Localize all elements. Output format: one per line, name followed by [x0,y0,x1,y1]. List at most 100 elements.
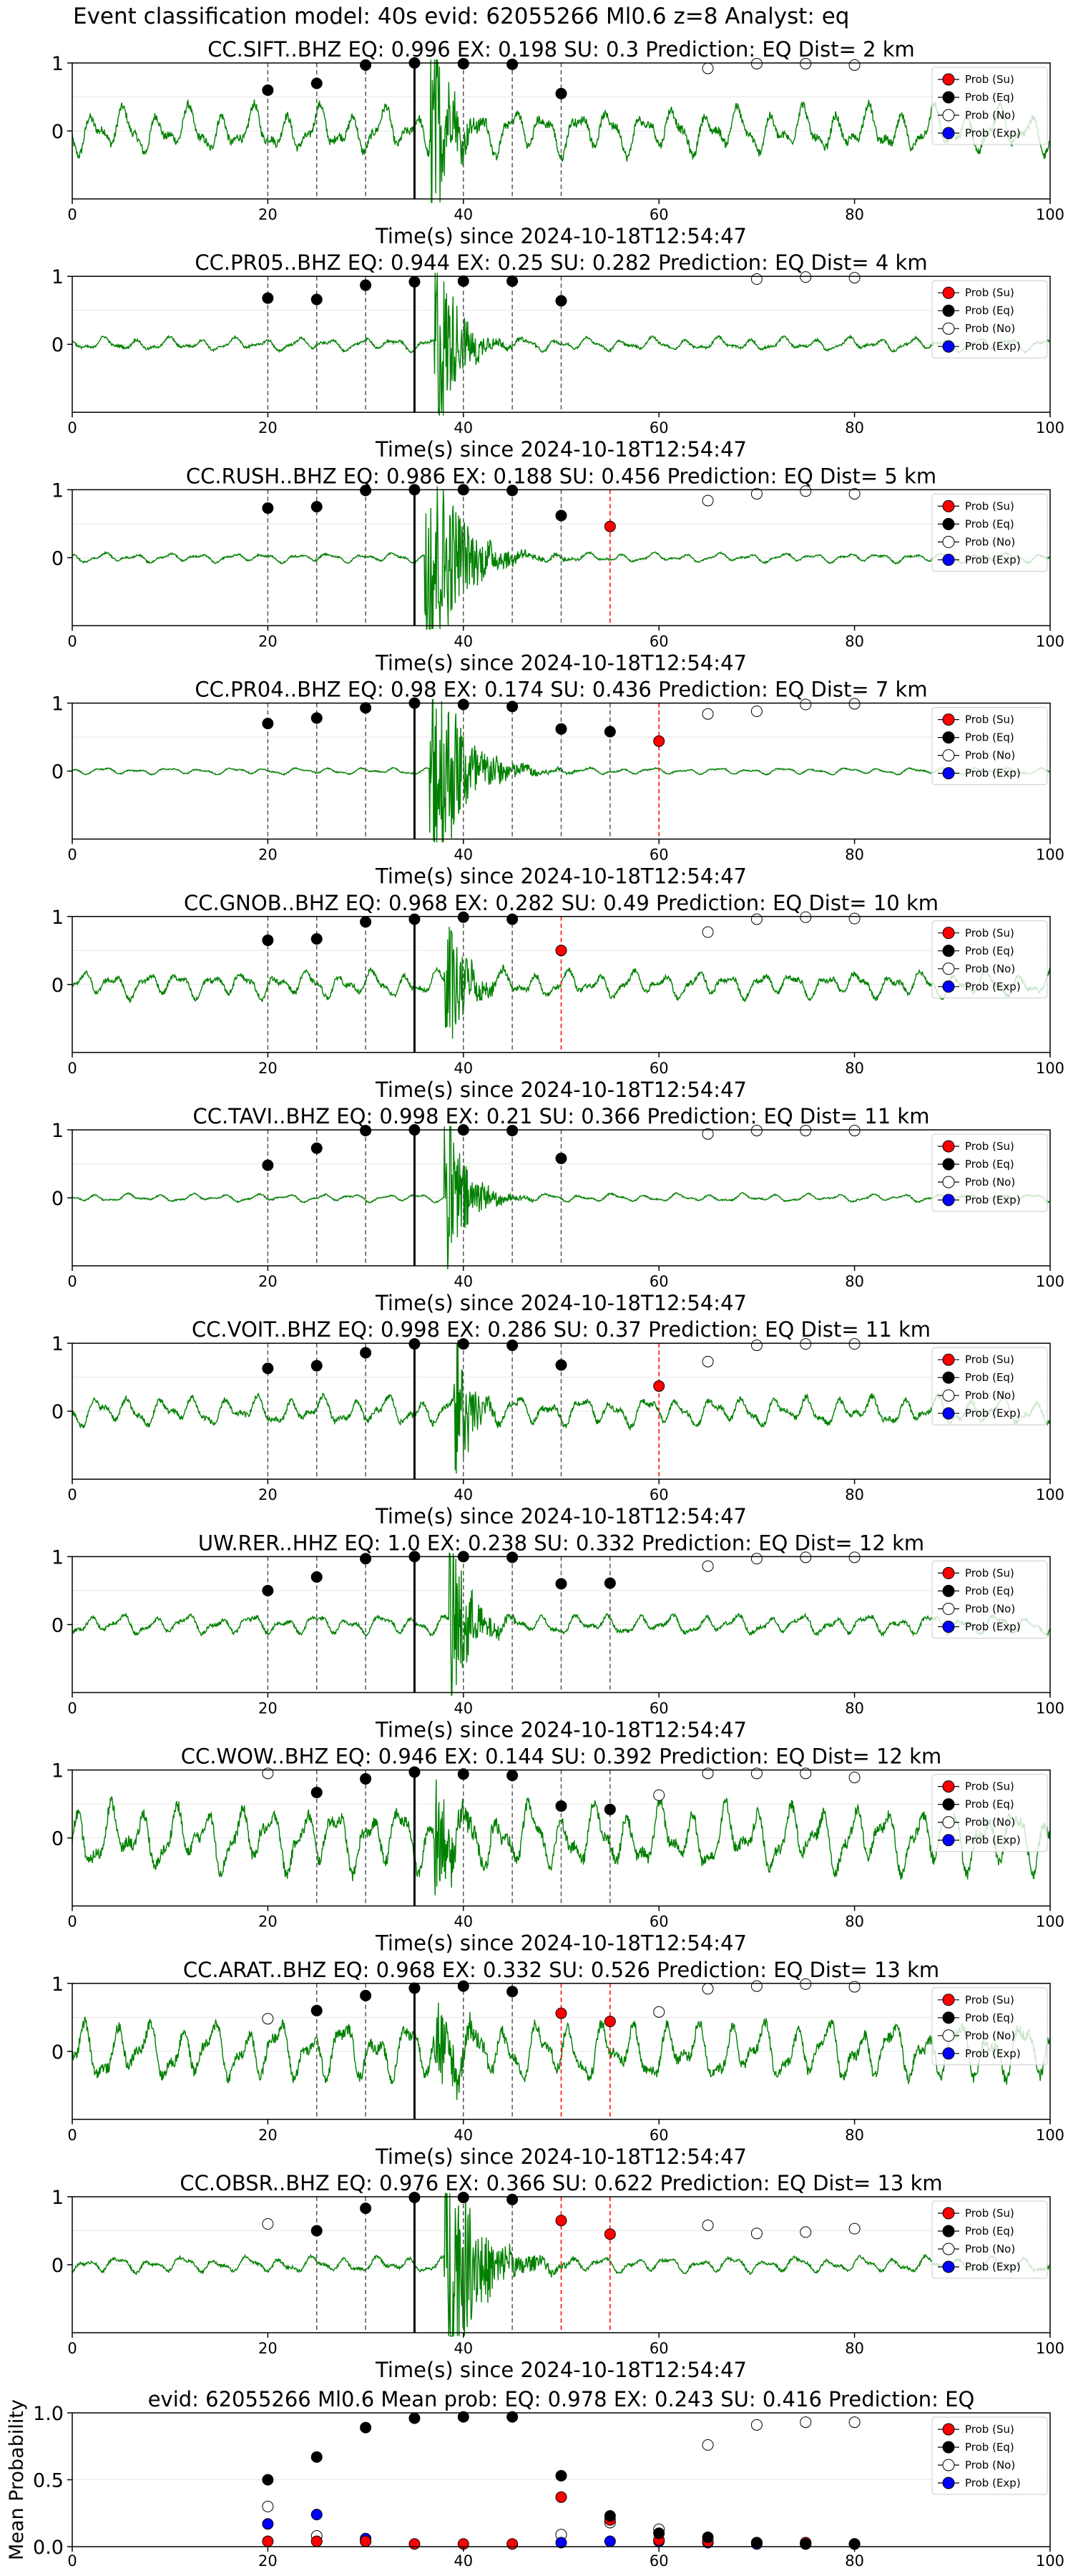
legend-marker-no [942,962,955,975]
legend-marker-exp [942,767,955,780]
legend-marker-su [942,1353,955,1366]
legend-marker-exp [942,1620,955,1633]
x-tick-label: 40 [454,1699,473,1717]
x-tick-label: 0 [67,1273,77,1290]
legend-box [931,1987,1048,2066]
no-prob-point [750,913,763,925]
legend-marker-eq [942,304,955,317]
x-tick-label: 100 [1036,1913,1064,1931]
legend-marker-exp [942,127,955,140]
eq-prob-point [262,718,274,730]
no-prob-point [800,1551,812,1563]
no-prob-point [702,1983,714,1995]
x-tick-label: 0 [67,847,77,864]
legend-marker-exp [942,553,955,566]
no-prob-point [750,1124,763,1136]
legend-label-eq: Prob (Eq) [965,2441,1014,2454]
x-tick-label: 40 [454,1060,473,1077]
no-prob-point [262,1767,274,1780]
no-prob-point [750,1980,763,1992]
subplot-title: CC.TAVI..BHZ EQ: 0.998 EX: 0.21 SU: 0.36… [193,1104,930,1128]
legend-marker-eq [942,2011,955,2024]
x-tick-label: 80 [845,419,864,436]
eq-prob-point [360,1124,372,1136]
no-prob-point [848,1124,861,1136]
y-tick-label: 1 [52,479,64,502]
legend-marker-su [942,1780,955,1793]
eq-prob-point [457,1338,469,1350]
seismogram-trace [72,1340,1051,1474]
eq-prob-point [408,1982,421,1994]
legend-marker-eq [942,2225,955,2238]
mean-exp-point [310,2509,323,2521]
x-tick-label: 80 [845,2552,864,2570]
no-prob-point [800,2226,812,2238]
eq-prob-point [555,1152,567,1164]
x-tick-label: 0 [67,1486,77,1503]
legend-label-exp: Prob (Exp) [965,127,1021,140]
no-prob-point [702,1128,714,1140]
no-prob-point [702,926,714,938]
x-tick-label: 0 [67,2340,77,2357]
y-tick-label: 1 [52,1974,64,1996]
legend-label-exp: Prob (Exp) [965,340,1021,353]
eq-prob-point [555,295,567,307]
eq-prob-point [604,1803,616,1815]
legend-box [931,1774,1048,1853]
x-tick-label: 0 [67,633,77,650]
x-tick-label: 20 [258,847,278,864]
eq-prob-point [310,2004,323,2016]
legend-label-exp: Prob (Exp) [965,980,1021,993]
mean-probability-panel: evid: 62055266 Ml0.6 Mean prob: EQ: 0.97… [6,2387,1064,2570]
y-tick-label: 1 [52,1546,64,1568]
x-tick-label: 60 [650,1273,669,1290]
no-prob-point [848,1338,861,1350]
legend-label-exp: Prob (Exp) [965,1834,1021,1847]
mean-eq-point [653,2527,665,2540]
y-tick-label: 0 [52,547,64,570]
legend-label-su: Prob (Su) [965,2423,1014,2436]
x-tick-label: 20 [258,1699,278,1717]
eq-prob-point [310,1360,323,1372]
x-tick-label: 60 [650,1486,669,1503]
waveform-panel: CC.VOIT..BHZ EQ: 0.998 EX: 0.286 SU: 0.3… [52,1317,1064,1528]
su-prob-point [604,2228,616,2240]
legend-label-eq: Prob (Eq) [965,1371,1014,1384]
legend-label-exp: Prob (Exp) [965,2477,1021,2489]
legend-label-no: Prob (No) [965,749,1015,762]
y-tick-label: 0 [52,761,64,784]
no-prob-point [702,62,714,74]
x-tick-label: 80 [845,1699,864,1717]
x-tick-label: 40 [454,2340,473,2357]
legend-marker-eq [942,1798,955,1811]
x-tick-label: 0 [67,2127,77,2144]
no-prob-point [800,698,812,711]
mean-no-point [848,2416,861,2429]
eq-prob-point [262,1362,274,1375]
eq-prob-point [360,1772,372,1785]
eq-prob-point [310,933,323,945]
legend-marker-su [942,1566,955,1579]
no-prob-point [848,698,861,710]
waveform-panel: CC.SIFT..BHZ EQ: 0.996 EX: 0.198 SU: 0.3… [52,37,1064,248]
legend-marker-eq [942,517,955,530]
no-prob-point [848,1772,861,1784]
x-tick-label: 100 [1036,2340,1064,2357]
x-axis-label: Time(s) since 2024-10-18T12:54:47 [375,224,747,248]
waveform-panel: CC.WOW..BHZ EQ: 0.946 EX: 0.144 SU: 0.39… [52,1745,1064,1956]
y-tick-label: 0 [52,2041,64,2064]
x-tick-label: 100 [1036,1699,1064,1717]
legend-label-exp: Prob (Exp) [965,767,1021,780]
x-axis-label: Time(s) since 2024-10-18T12:54:47 [375,2358,747,2382]
eq-prob-point [310,77,323,89]
subplot-title: CC.ARAT..BHZ EQ: 0.968 EX: 0.332 SU: 0.5… [183,1958,939,1982]
mean-su-point [360,2535,372,2547]
legend-marker-no [942,2459,955,2472]
x-tick-label: 40 [454,1913,473,1931]
x-tick-label: 100 [1036,1060,1064,1077]
legend-marker-no [942,1176,955,1189]
legend-label-exp: Prob (Exp) [965,1407,1021,1420]
eq-prob-point [262,502,274,514]
figure-title: Event classification model: 40s evid: 62… [73,4,850,29]
legend-label-su: Prob (Su) [965,1780,1014,1793]
